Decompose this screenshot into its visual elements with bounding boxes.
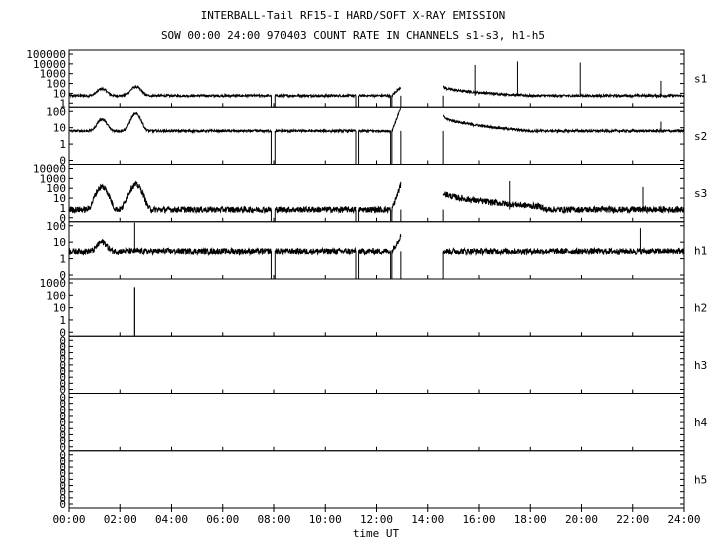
y-tick-label-s1: 10000 [33,58,66,71]
x-tick-label: 22:00 [616,513,649,526]
y-tick-label-h4: 0 [59,410,66,423]
x-tick-label: 14:00 [411,513,444,526]
x-axis: 00:00 02:00 04:00 06:00 08:00 10:00 12:00 14:00… [52,508,701,526]
y-tick-label-s1: 10 [53,87,66,100]
y-tick-label-h5: 0 [59,480,66,493]
y-tick-label-h3: 0 [59,340,66,353]
y-tick-label-h3: 0 [59,359,66,372]
y-tick-label-s3: 10000 [33,163,66,176]
y-tick-label-h4: 0 [59,435,66,448]
y-tick-label-h4: 0 [59,428,66,441]
y-tick-label-h5: 0 [59,467,66,480]
channel-label-h5: h5 [694,473,707,486]
panels-group: 100000100001000100101s11001010s210000100… [26,48,707,511]
panel-frame-s2 [68,106,685,165]
channel-label-s1: s1 [694,73,707,86]
y-tick-label-s2: 0 [59,155,66,168]
series-line-s2 [68,107,685,134]
y-tick-label-h4: 0 [59,398,66,411]
x-tick-label: 16:00 [462,513,495,526]
x-tick-label: 00:00 [52,513,85,526]
x-tick-label: 18:00 [514,513,547,526]
y-tick-label-h4: 0 [59,416,66,429]
y-tick-label-h5: 0 [59,486,66,499]
y-tick-label-h3: 0 [59,347,66,360]
y-tick-label-h4: 0 [59,441,66,454]
x-tick-label: 04:00 [155,513,188,526]
x-tick-label: 12:00 [360,513,393,526]
panel-frame-h5 [68,450,685,509]
y-tick-label-h4: 0 [59,392,66,405]
y-tick-label-s3: 0 [59,212,66,225]
y-tick-label-s3: 1000 [40,172,67,185]
y-tick-label-s2: 1 [59,138,66,151]
y-tick-label-h3: 0 [59,365,66,378]
y-tick-label-h3: 0 [59,334,66,347]
y-tick-label-h2: 0 [59,326,66,339]
x-tick-label: 06:00 [206,513,239,526]
y-tick-label-h1: 0 [59,269,66,282]
panel-frame-h2 [68,278,685,337]
y-tick-label-h1: 10 [53,236,66,249]
y-tick-label-h2: 10 [53,302,66,315]
series-line-h1 [68,234,685,257]
y-tick-label-h1: 1 [59,253,66,266]
x-tick-label: 02:00 [104,513,137,526]
y-tick-label-s3: 100 [46,182,66,195]
panel-frame-h4 [68,393,685,452]
channel-label-s3: s3 [694,187,707,200]
panel-frame-s1 [68,49,685,108]
channel-label-h1: h1 [694,244,707,257]
y-tick-label-s2: 100 [46,105,66,118]
series-line-s3 [68,180,685,215]
y-tick-label-h5: 0 [59,498,66,511]
y-tick-label-h4: 0 [59,422,66,435]
y-tick-label-h4: 0 [59,404,66,417]
y-tick-label-s2: 10 [53,122,66,135]
y-tick-label-h2: 1 [59,314,66,327]
x-tick-label: 08:00 [257,513,290,526]
y-tick-label-h2: 1000 [40,277,67,290]
x-tick-label: 20:00 [565,513,598,526]
chart-subtitle: SOW 00:00 24:00 970403 COUNT RATE IN CHA… [161,29,545,42]
y-tick-label-s1: 1000 [40,68,67,81]
y-tick-label-h3: 0 [59,371,66,384]
x-axis-label: time UT [353,527,400,540]
channel-label-s2: s2 [694,130,707,143]
y-tick-label-h3: 0 [59,384,66,397]
channel-label-h3: h3 [694,359,707,372]
y-tick-label-h5: 0 [59,492,66,505]
y-tick-label-h5: 0 [59,461,66,474]
y-tick-label-h2: 100 [46,289,66,302]
y-tick-label-s3: 10 [53,192,66,205]
panel-frame-h3 [68,335,685,394]
y-tick-label-s1: 100 [46,78,66,91]
channel-label-h4: h4 [694,416,708,429]
series-line-s1 [68,84,685,99]
y-tick-label-h5: 0 [59,473,66,486]
y-tick-label-h3: 0 [59,377,66,390]
y-tick-label-h1: 100 [46,220,66,233]
chart-title: INTERBALL-Tail RF15-I HARD/SOFT X-RAY EM… [201,9,506,22]
y-tick-label-s1: 1 [59,97,66,110]
y-tick-label-h3: 0 [59,353,66,366]
x-tick-label: 10:00 [309,513,342,526]
y-tick-label-h5: 0 [59,455,66,468]
y-tick-label-s1: 100000 [26,48,66,61]
panel-frame-s3 [68,164,685,223]
x-tick-label: 24:00 [667,513,700,526]
y-tick-label-h5: 0 [59,449,66,462]
y-tick-label-s3: 1 [59,202,66,215]
channel-label-h2: h2 [694,302,707,315]
